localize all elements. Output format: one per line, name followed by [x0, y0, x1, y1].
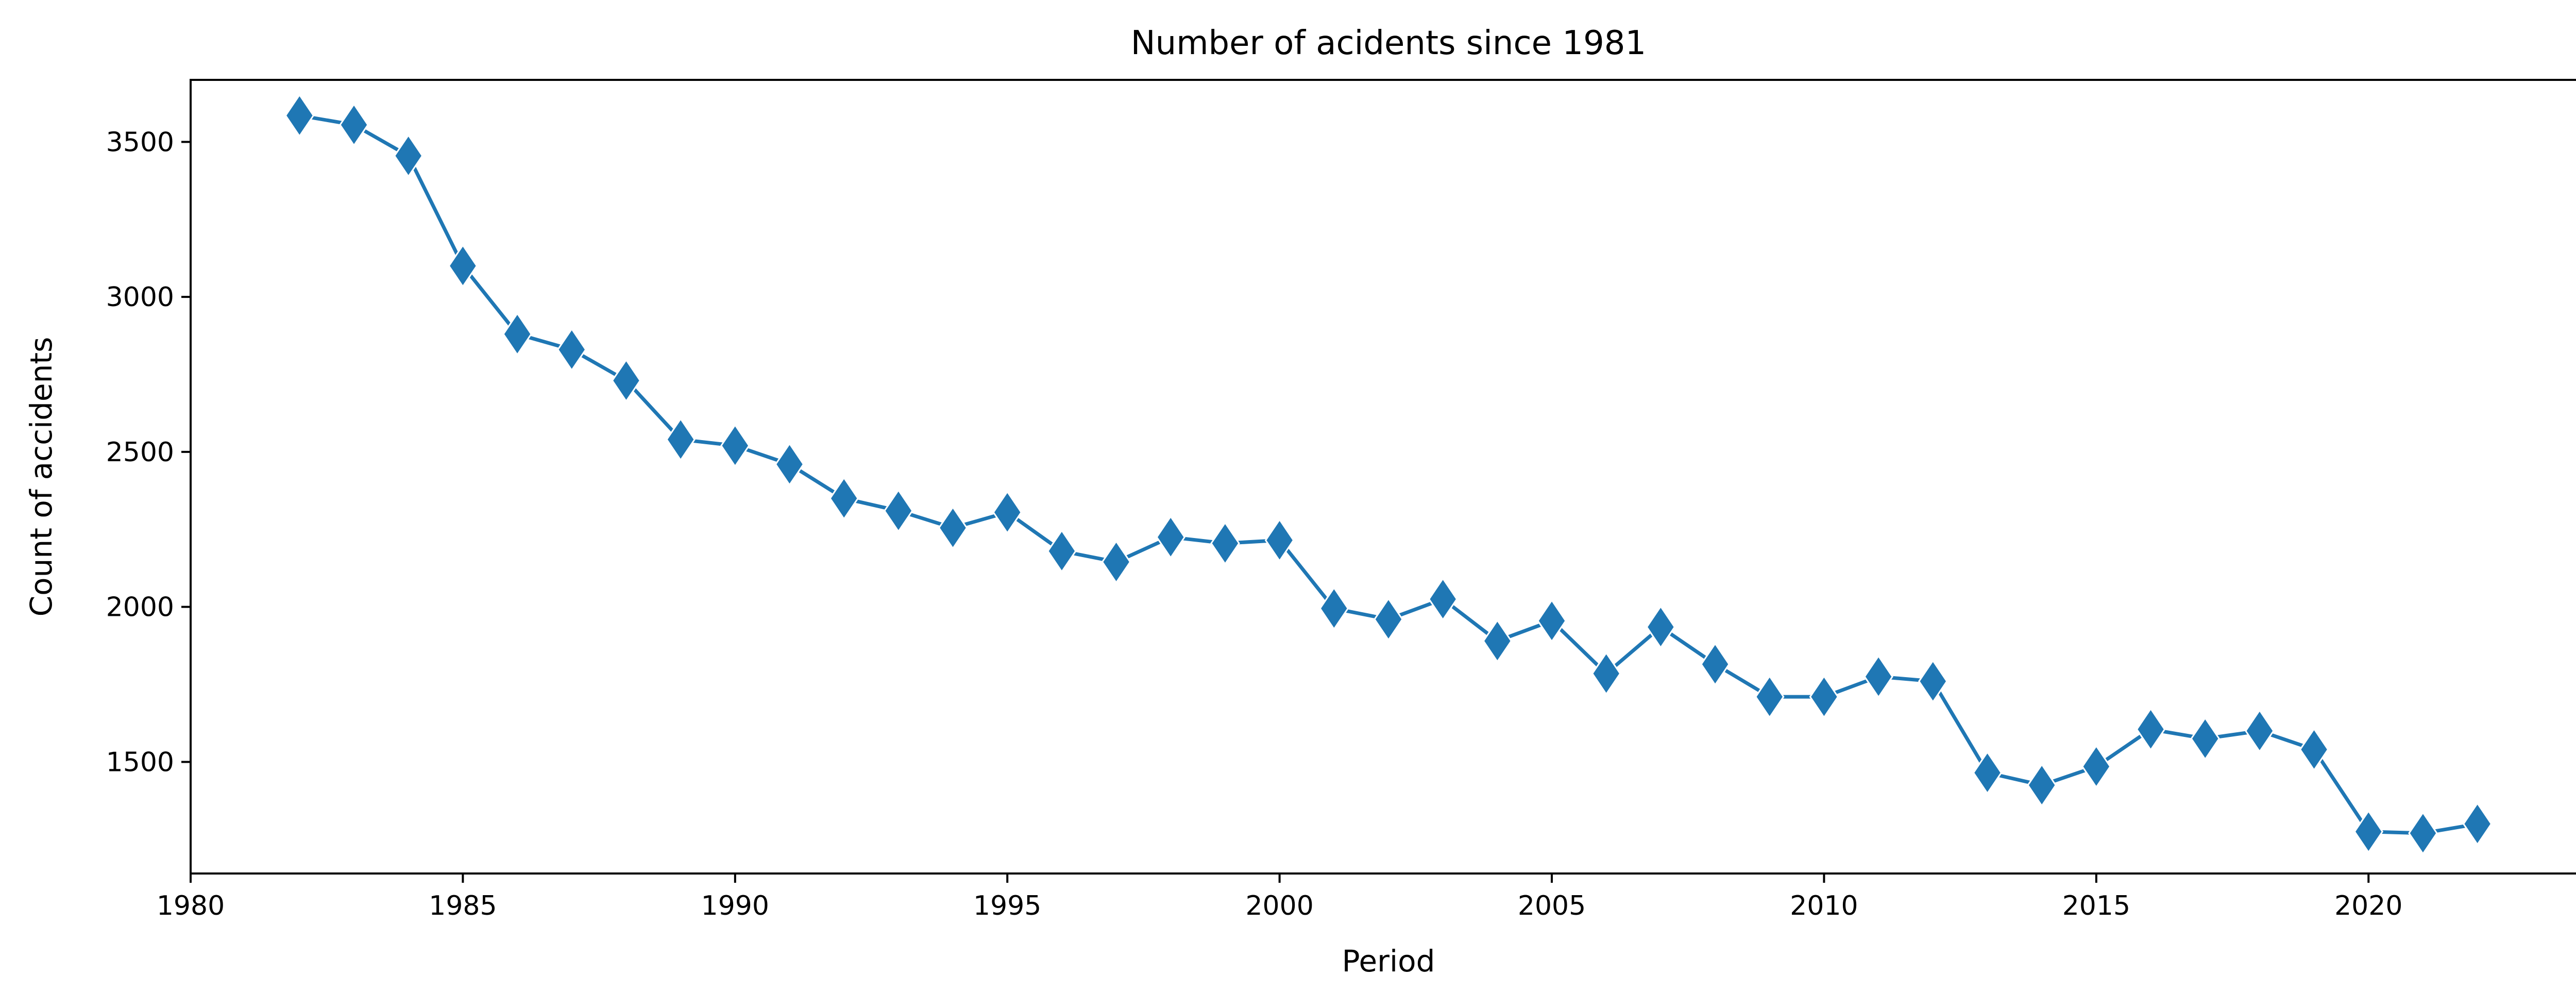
chart-title: Number of acidents since 1981: [1131, 24, 1646, 62]
x-tick-label: 2000: [1245, 891, 1313, 921]
data-point-marker: [611, 358, 641, 403]
data-point-marker: [1101, 540, 1131, 584]
plot-frame: [190, 79, 2576, 875]
data-point-marker: [2299, 727, 2329, 772]
data-point-marker: [720, 424, 750, 468]
data-point-marker: [938, 506, 968, 550]
data-point-marker: [774, 442, 805, 486]
data-point-marker: [1754, 675, 1785, 719]
data-point-marker: [884, 489, 913, 533]
x-tick-label: 2015: [2062, 891, 2130, 921]
data-point-marker: [1156, 515, 1186, 559]
data-point-marker: [1918, 659, 1948, 703]
data-point-marker: [2081, 744, 2111, 789]
data-point-marker: [1319, 586, 1349, 631]
data-point-marker: [992, 490, 1023, 534]
data-point-marker: [339, 103, 369, 147]
data-point-marker: [1374, 597, 1403, 642]
data-point-marker: [1537, 599, 1567, 643]
x-tick-label: 1980: [157, 891, 225, 921]
data-point-marker: [2027, 763, 2057, 808]
y-axis-ticks: 1500 2000 2500 3000 3500: [106, 127, 191, 778]
y-tick-label: 1500: [106, 747, 174, 778]
data-point-marker: [502, 312, 532, 356]
data-point-marker: [448, 244, 478, 288]
data-point-marker: [1646, 605, 1676, 649]
data-point-marker: [1700, 642, 1730, 686]
data-point-marker: [1972, 750, 2003, 795]
data-point-marker: [1047, 529, 1077, 574]
data-point-marker: [284, 93, 315, 138]
series-layer: [284, 93, 2493, 855]
x-tick-label: 1985: [429, 891, 497, 921]
data-point-marker: [829, 476, 859, 520]
x-tick-label: 2020: [2334, 891, 2402, 921]
data-point-marker: [1591, 651, 1621, 696]
data-point-marker: [2245, 709, 2275, 753]
data-point-marker: [1210, 521, 1240, 566]
y-tick-label: 2500: [106, 437, 174, 468]
data-point-marker: [1428, 577, 1458, 621]
x-tick-label: 1995: [973, 891, 1041, 921]
x-tick-label: 1990: [701, 891, 769, 921]
y-tick-label: 2000: [106, 592, 174, 623]
data-point-marker: [1264, 518, 1295, 563]
data-point-marker: [556, 327, 587, 372]
x-axis-label: Period: [1342, 944, 1435, 979]
x-tick-label: 2010: [1790, 891, 1858, 921]
data-point-marker: [393, 133, 423, 178]
data-point-marker: [666, 417, 696, 462]
data-point-marker: [2408, 811, 2438, 855]
data-point-marker: [2462, 802, 2493, 846]
y-tick-label: 3500: [106, 127, 174, 158]
data-point-marker: [1482, 619, 1513, 663]
data-point-marker: [1809, 675, 1839, 719]
y-axis-label: Count of accidents: [24, 337, 59, 617]
x-axis-ticks: 1980 1985 1990 1995 2000 2005 2010 2015 2020: [157, 873, 2402, 921]
data-point-marker: [2136, 707, 2166, 751]
data-point-marker: [1863, 654, 1893, 699]
x-tick-label: 2005: [1518, 891, 1586, 921]
y-tick-label: 3000: [106, 282, 174, 313]
data-point-marker: [2190, 716, 2221, 761]
data-point-marker: [2353, 810, 2384, 854]
